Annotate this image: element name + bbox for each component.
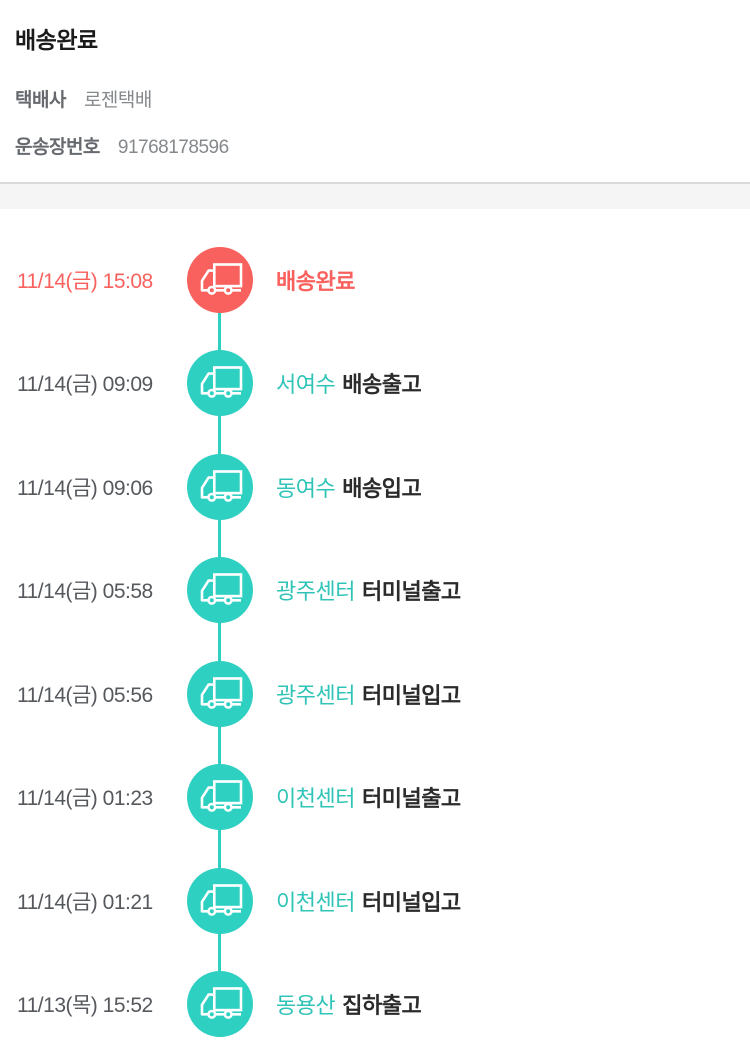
section-divider — [0, 182, 750, 209]
event-status: 배송입고 — [342, 475, 422, 501]
event-location: 동여수 — [276, 475, 336, 501]
delivery-truck-icon — [200, 676, 242, 709]
event-datetime: 11/13(목) 15:52 — [17, 994, 153, 1018]
event-label: 광주센터 터미널입고 — [276, 678, 461, 710]
timeline-event-row: 11/14(금) 01:21 이천센터 터미널입고 — [0, 849, 750, 953]
event-label: 배송완료 — [276, 264, 355, 296]
event-label: 동여수 배송입고 — [276, 471, 422, 503]
event-marker-circle — [187, 971, 253, 1038]
event-datetime: 11/14(금) 05:56 — [17, 683, 153, 707]
timeline-event-row: 11/14(금) 05:56 광주센터 터미널입고 — [0, 642, 750, 746]
event-status: 터미널출고 — [361, 579, 461, 605]
event-status: 집하출고 — [342, 993, 422, 1019]
delivery-truck-icon — [200, 883, 242, 916]
event-location: 광주센터 — [276, 579, 355, 605]
tracking-number-value: 91768178596 — [117, 137, 229, 158]
delivery-truck-icon — [200, 780, 242, 813]
event-datetime: 11/14(금) 01:23 — [17, 787, 153, 811]
event-location: 이천센터 — [276, 889, 355, 915]
timeline-event-row: 11/14(금) 09:09 서여수 배송출고 — [0, 332, 750, 436]
event-marker-circle — [187, 350, 253, 417]
event-datetime: 11/14(금) 15:08 — [17, 269, 153, 293]
event-marker-circle — [187, 867, 253, 934]
event-location: 동용산 — [276, 993, 336, 1019]
event-marker-circle — [187, 453, 253, 520]
event-status: 터미널출고 — [361, 786, 461, 812]
event-datetime: 11/14(금) 01:21 — [17, 890, 153, 914]
timeline-event-row: 11/14(금) 01:23 이천센터 터미널출고 — [0, 746, 750, 850]
tracking-header: 배송완료 택배사 로젠택배 운송장번호 91768178596 — [0, 0, 750, 182]
page-title: 배송완료 — [15, 27, 98, 53]
event-location: 서여수 — [276, 372, 336, 398]
event-marker-circle — [187, 557, 253, 624]
timeline-event-row: 11/14(금) 05:58 광주센터 터미널출고 — [0, 539, 750, 643]
event-marker-circle — [187, 246, 253, 313]
delivery-truck-icon — [200, 573, 242, 606]
event-location: 이천센터 — [276, 786, 355, 812]
event-label: 이천센터 터미널출고 — [276, 781, 461, 813]
tracking-timeline: 11/14(금) 15:08 배송완료 11/14(금) 09:09 — [0, 209, 750, 1056]
event-status: 배송출고 — [342, 372, 422, 398]
event-status: 터미널입고 — [361, 889, 461, 915]
event-location: 광주센터 — [276, 682, 355, 708]
delivery-truck-icon — [200, 262, 242, 295]
event-status: 터미널입고 — [361, 682, 461, 708]
courier-label: 택배사 — [15, 90, 66, 111]
event-label: 서여수 배송출고 — [276, 367, 422, 399]
courier-value: 로젠택배 — [83, 90, 152, 111]
tracking-number-row: 운송장번호 91768178596 — [15, 132, 735, 159]
courier-row: 택배사 로젠택배 — [15, 85, 735, 112]
event-label: 광주센터 터미널출고 — [276, 574, 461, 606]
timeline-connector-line — [218, 280, 221, 1010]
event-label: 동용산 집하출고 — [276, 988, 422, 1020]
event-label: 이천센터 터미널입고 — [276, 885, 461, 917]
event-datetime: 11/14(금) 09:06 — [17, 476, 153, 500]
event-marker-circle — [187, 764, 253, 831]
timeline-event-row: 11/13(목) 15:52 동용산 집하출고 — [0, 953, 750, 1057]
delivery-truck-icon — [200, 987, 242, 1020]
timeline-event-row: 11/14(금) 09:06 동여수 배송입고 — [0, 435, 750, 539]
event-datetime: 11/14(금) 09:09 — [17, 373, 153, 397]
event-status: 배송완료 — [276, 268, 355, 294]
tracking-number-label: 운송장번호 — [15, 137, 100, 158]
event-marker-circle — [187, 660, 253, 727]
event-datetime: 11/14(금) 05:58 — [17, 580, 153, 604]
delivery-truck-icon — [200, 469, 242, 502]
delivery-truck-icon — [200, 366, 242, 399]
timeline-event-row: 11/14(금) 15:08 배송완료 — [0, 228, 750, 332]
